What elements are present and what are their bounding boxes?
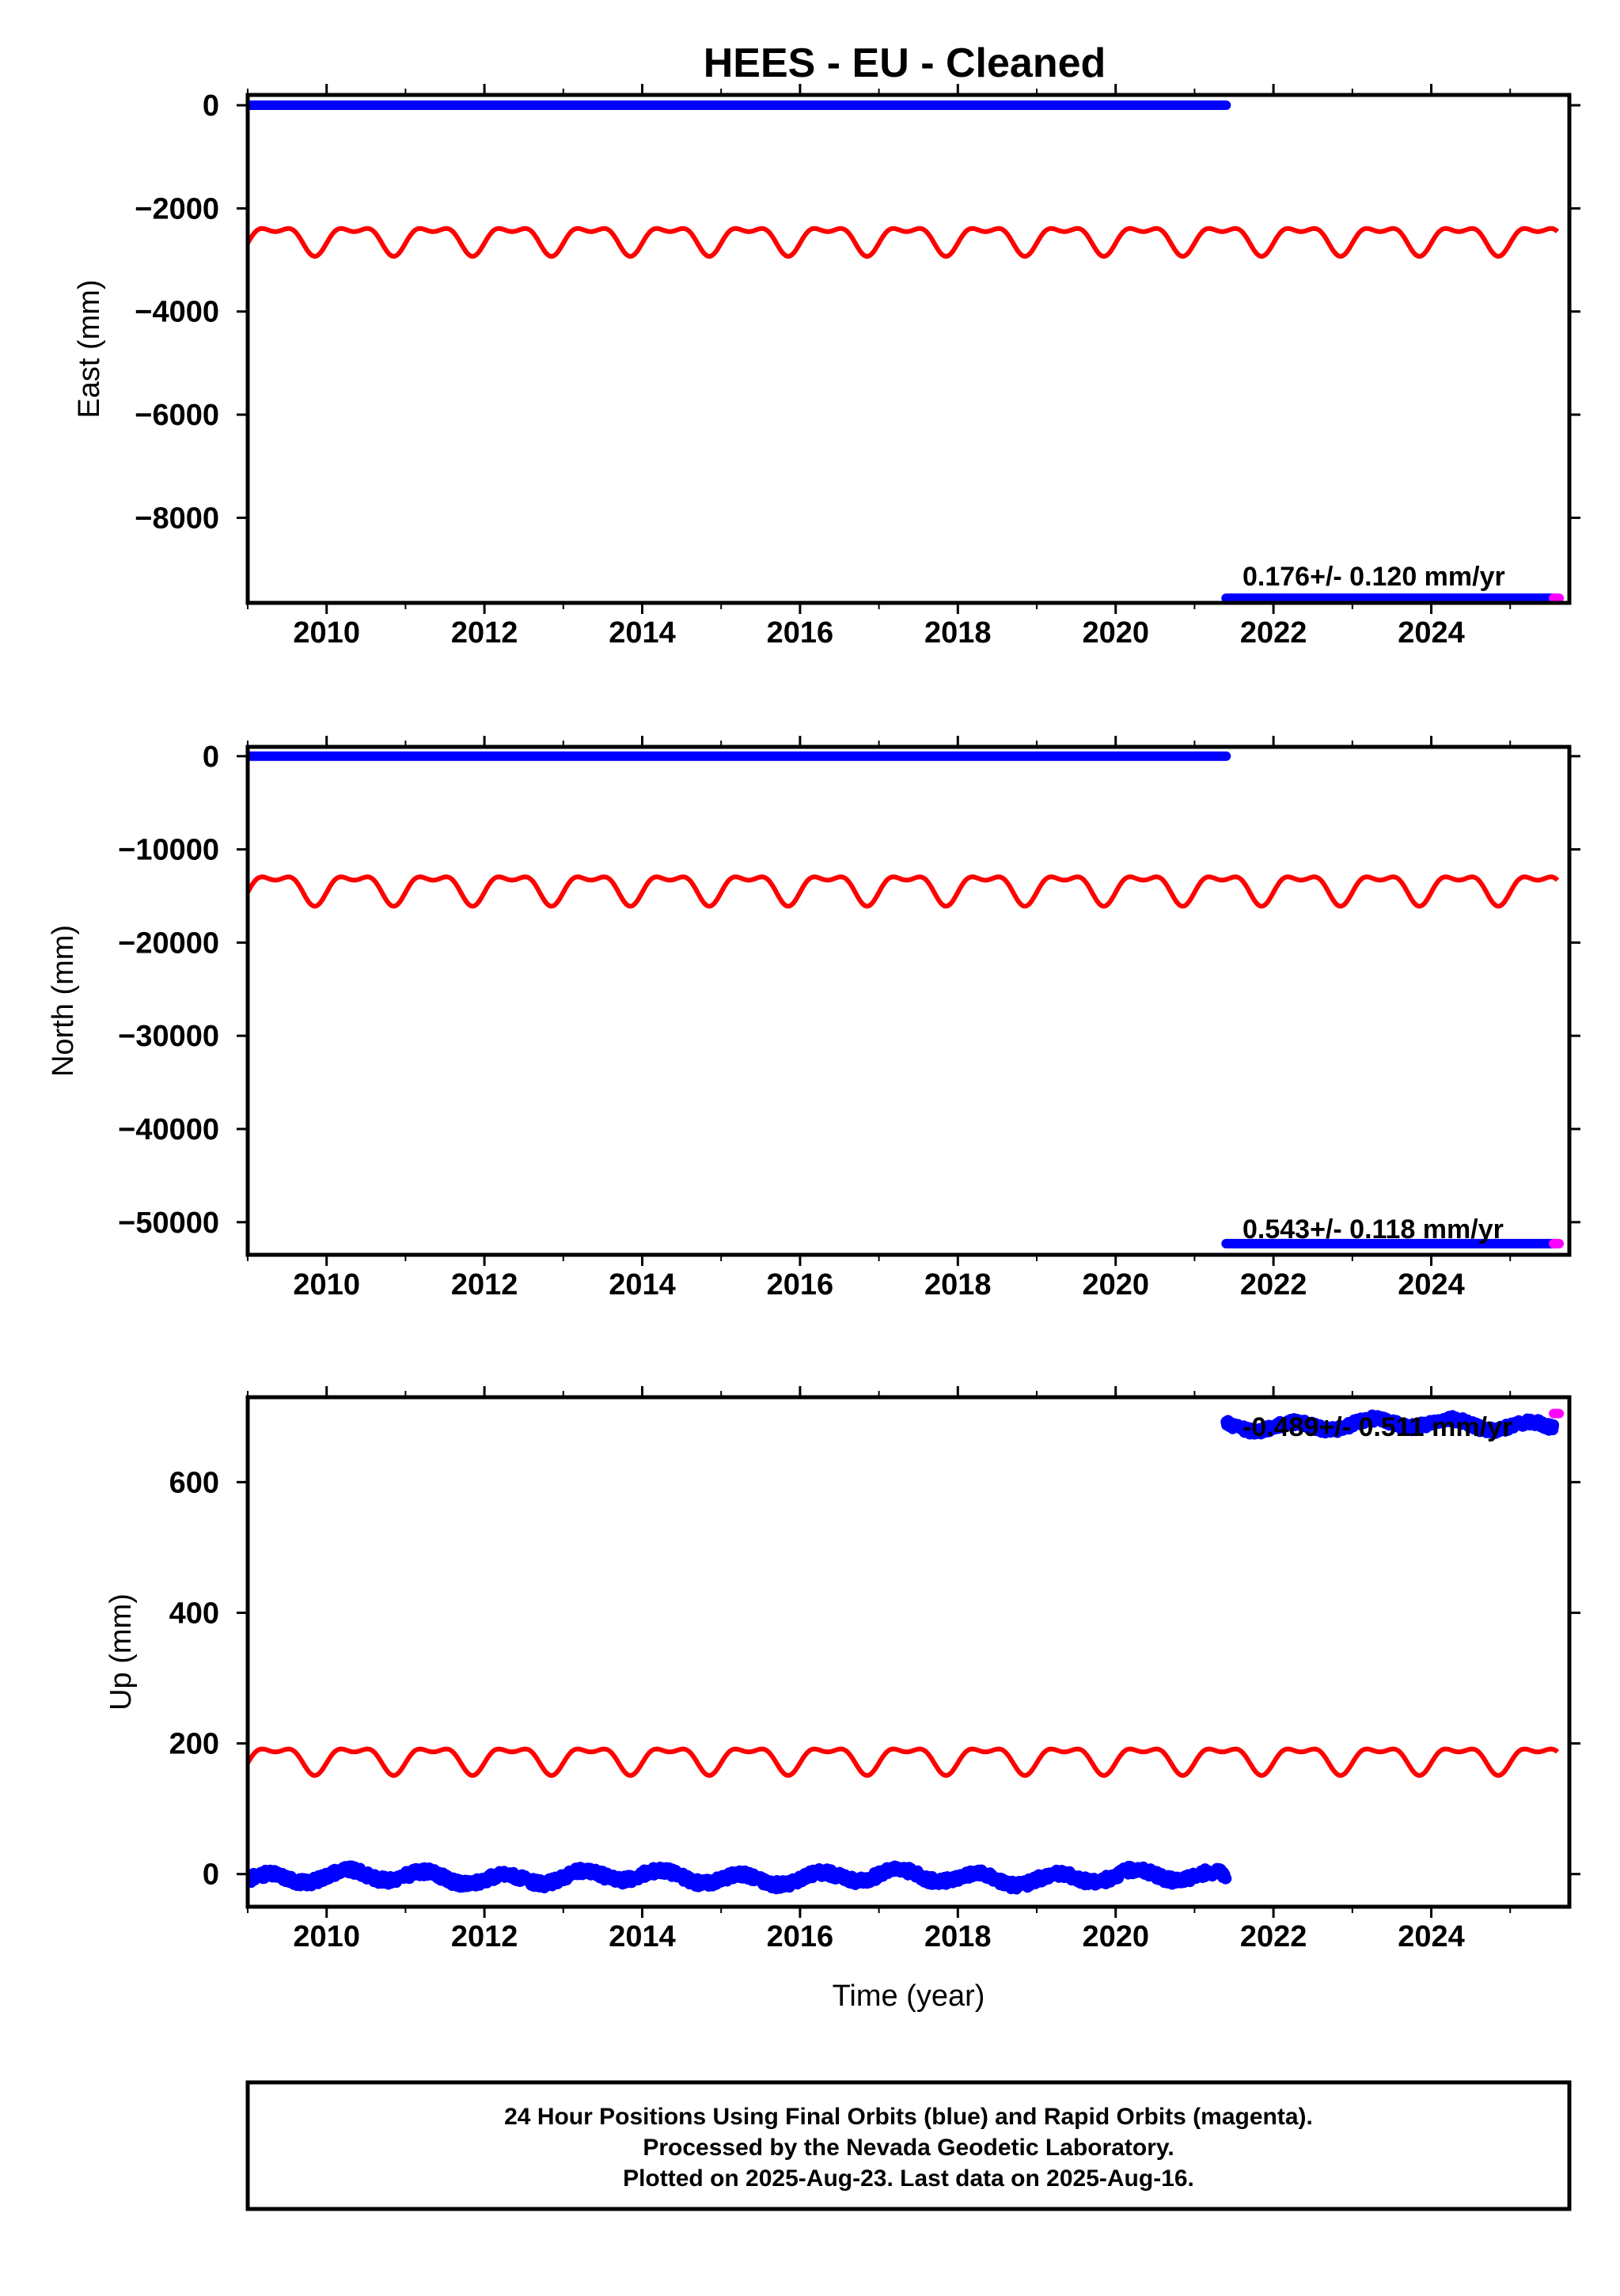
- data-layer: [248, 1408, 1565, 1895]
- footer-box: 24 Hour Positions Using Final Orbits (bl…: [245, 2080, 1572, 2211]
- x-tick-label: 2018: [924, 1268, 992, 1301]
- y-axis-label: North (mm): [47, 925, 80, 1077]
- panel-north: 2010 2012 2014 2016 2018 2020 2022 2024 0 −10000 −…: [47, 736, 1580, 1301]
- rate-annotation: -0.489+/- 0.511 mm/yr: [1243, 1412, 1512, 1442]
- y-tick-label: −40000: [118, 1113, 219, 1146]
- series-blue-points: [248, 1860, 1232, 1895]
- rate-annotation: 0.543+/- 0.118 mm/yr: [1243, 1214, 1504, 1245]
- y-tick-label: −10000: [118, 834, 219, 867]
- y-tick-label: 0: [203, 89, 219, 123]
- x-tick-label: 2010: [293, 1920, 360, 1953]
- y-tick-label: 0: [203, 1858, 219, 1892]
- figure-title: HEES - EU - Cleaned: [704, 40, 1106, 86]
- footer-line-2: Processed by the Nevada Geodetic Laborat…: [643, 2135, 1174, 2161]
- x-tick-label: 2016: [767, 1920, 834, 1953]
- x-tick-label: 2014: [609, 616, 676, 650]
- x-tick-label: 2024: [1398, 1268, 1465, 1301]
- x-tick-label: 2020: [1082, 616, 1149, 650]
- y-tick-label: 400: [169, 1597, 219, 1630]
- data-layer: [248, 751, 1565, 1248]
- footer-frame: [245, 2080, 1572, 2211]
- y-axis-label: Up (mm): [104, 1593, 138, 1711]
- series-model-curve: [248, 225, 1560, 260]
- x-tick-label: 2018: [924, 1920, 992, 1953]
- y-tick-label: 0: [203, 741, 219, 774]
- data-layer: [248, 100, 1565, 603]
- x-tick-label: 2012: [451, 1268, 518, 1301]
- x-tick-label: 2010: [293, 1268, 360, 1301]
- x-tick-label: 2020: [1082, 1268, 1149, 1301]
- x-tick-label: 2016: [767, 1268, 834, 1301]
- x-tick-label: 2024: [1398, 616, 1465, 650]
- y-tick-label: −8000: [135, 502, 219, 535]
- x-tick-label: 2018: [924, 616, 992, 650]
- x-tick-label: 2016: [767, 616, 834, 650]
- x-tick-label: 2012: [451, 616, 518, 650]
- x-axis-label: Time (year): [833, 1980, 985, 2013]
- panel-up: 2010 2012 2014 2016 2018 2020 2022 2024 0 200 400 6…: [104, 1386, 1580, 2013]
- y-tick-label: −6000: [135, 399, 219, 432]
- plot-frame: [245, 1395, 1572, 1909]
- series-blue-points: [1220, 1409, 1560, 1440]
- y-tick-label: −2000: [135, 192, 219, 225]
- x-tick-label: 2022: [1240, 1920, 1307, 1953]
- y-tick-label: 600: [169, 1466, 219, 1499]
- x-tick-label: 2024: [1398, 1920, 1465, 1953]
- x-tick-label: 2012: [451, 1920, 518, 1953]
- x-tick-label: 2010: [293, 616, 360, 650]
- x-tick-label: 2020: [1082, 1920, 1149, 1953]
- x-tick-label: 2022: [1240, 1268, 1307, 1301]
- x-tick-label: 2022: [1240, 616, 1307, 650]
- plot-frame: [245, 744, 1572, 1257]
- plot-frame: [245, 93, 1572, 605]
- footer-line-1: 24 Hour Positions Using Final Orbits (bl…: [504, 2104, 1313, 2130]
- rate-annotation: 0.176+/- 0.120 mm/yr: [1243, 562, 1505, 592]
- series-model-curve: [248, 874, 1560, 909]
- y-axis-label: East (mm): [73, 279, 106, 418]
- x-tick-label: 2014: [609, 1920, 676, 1953]
- y-tick-label: −20000: [118, 926, 219, 960]
- x-tick-label: 2014: [609, 1268, 676, 1301]
- y-tick-label: −4000: [135, 296, 219, 329]
- y-tick-label: −30000: [118, 1020, 219, 1053]
- series-model-curve: [248, 1746, 1560, 1779]
- panel-east: 2010 2012 2014 2016 2018 2020 2022 2024 0 −2000 −4…: [73, 84, 1580, 650]
- y-tick-label: −50000: [118, 1207, 219, 1240]
- y-tick-label: 200: [169, 1728, 219, 1761]
- footer-line-3: Plotted on 2025-Aug-23. Last data on 202…: [623, 2165, 1194, 2192]
